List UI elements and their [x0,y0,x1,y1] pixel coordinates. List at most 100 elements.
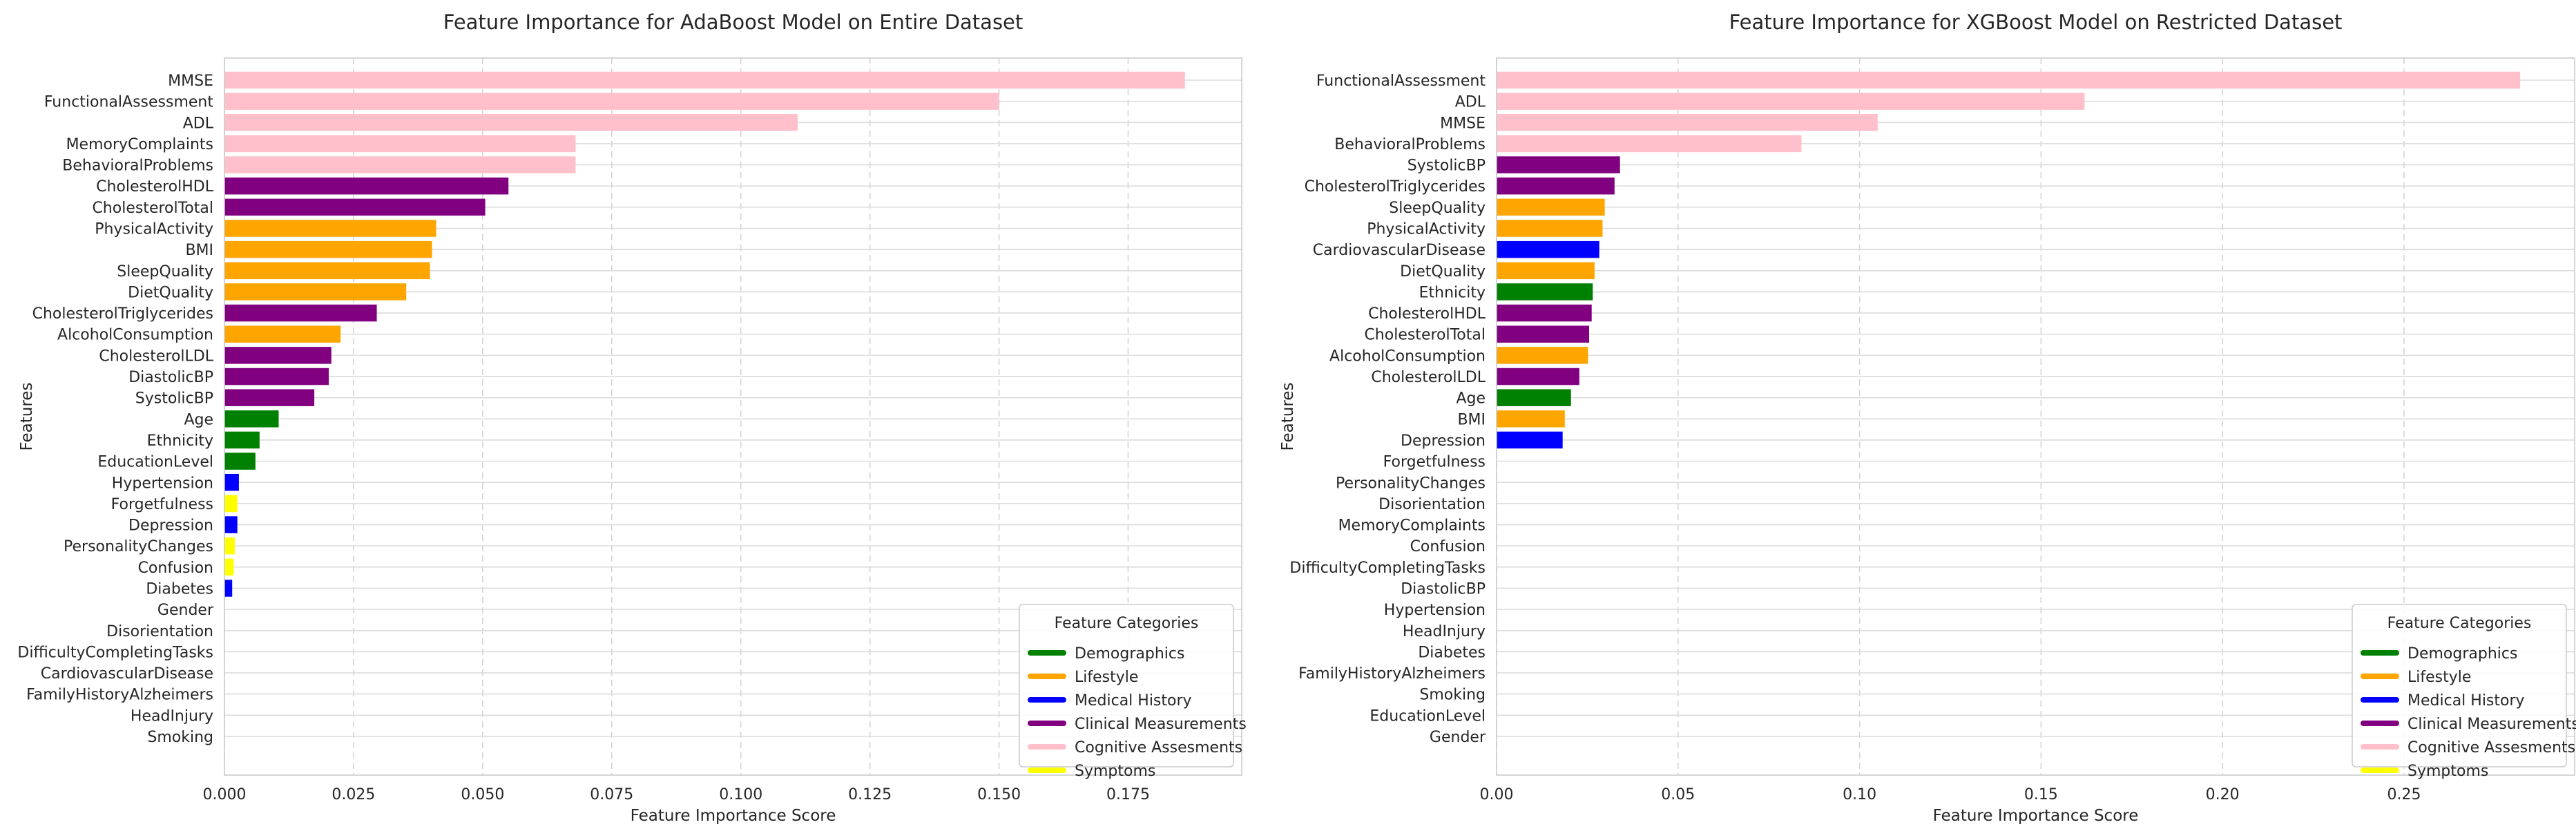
legend-title: Feature Categories [1055,615,1199,632]
bar-Forgetfulness [224,495,238,513]
bar-Age [1497,389,1571,406]
y-tick-label: BMI [1457,411,1486,428]
bar-MMSE [1497,114,1878,131]
plot-frame [1496,57,2575,776]
chart-panel-1: MMSE FunctionalAssessment ADL MemoryComplai… [17,10,1246,825]
bar-BehavioralProblems [1497,135,1802,153]
bar-DietQuality [1497,262,1595,280]
y-tick-label: Confusion [138,560,213,577]
y-tick-label: BehavioralProblems [62,158,213,175]
legend-label: Medical History [1075,692,1192,709]
y-tick-label: Hypertension [1384,602,1486,619]
bar-CholesterolHDL [224,177,509,195]
bar-BehavioralProblems [224,156,576,173]
y-tick-label: Gender [157,602,214,619]
bar-PhysicalActivity [224,220,436,237]
bar-MemoryComplaints [224,135,576,153]
y-tick-label: CholesterolTotal [1364,327,1486,344]
bar-CholesterolTotal [1497,325,1590,343]
bar-FunctionalAssessment [1497,71,2521,89]
bar-CholesterolLDL [1497,368,1579,385]
bar-Ethnicity [1497,283,1593,301]
bar-Depression [1497,431,1563,449]
bar-AlcoholConsumption [1497,347,1588,364]
y-tick-label: Disorientation [106,623,213,640]
bar-SleepQuality [1497,198,1605,216]
bar-ADL [1497,93,2085,110]
x-tick-label: 0.075 [590,786,633,803]
y-tick-label: AlcoholConsumption [57,327,213,344]
bar-Depression [224,516,238,533]
y-tick-label: Smoking [147,729,213,746]
x-tick-label: 0.050 [461,786,504,803]
chart-title: Feature Importance for AdaBoost Model on… [443,10,1023,34]
y-tick-label: CholesterolTotal [92,200,213,217]
y-tick-label: FunctionalAssessment [44,94,214,111]
y-tick-label: CholesterolHDL [1368,305,1486,323]
bar-Confusion [224,558,234,576]
y-tick-label: Diabetes [1418,644,1486,661]
y-tick-label: BehavioralProblems [1334,136,1486,153]
y-axis-label: Features [18,383,36,451]
bar-SleepQuality [224,262,430,280]
y-tick-label: CholesterolLDL [99,347,213,365]
y-tick-label: CholesterolTriglycerides [1305,178,1486,196]
x-axis-label: Feature Importance Score [631,807,836,825]
bar-CholesterolTotal [224,198,486,216]
y-tick-label: Age [184,411,213,428]
legend-label: Symptoms [2407,763,2488,780]
y-tick-label: Ethnicity [147,432,213,450]
y-tick-label: CardiovascularDisease [1313,242,1486,259]
bar-MMSE [224,71,1185,89]
bar-AlcoholConsumption [224,325,341,343]
y-tick-label: CholesterolHDL [96,178,214,196]
bar-PersonalityChanges [224,537,235,555]
y-tick-label: DiastolicBP [128,369,213,386]
y-tick-label: Forgetfulness [111,496,213,513]
legend-label: Clinical Measurements [2407,716,2576,733]
legend-box [1019,604,1234,768]
bar-DietQuality [224,283,407,301]
bar-CholesterolHDL [1497,304,1592,322]
x-tick-label: 0.05 [1661,786,1695,803]
y-tick-label: FunctionalAssessment [1316,73,1486,90]
bar-CholesterolTriglycerides [224,304,377,322]
y-tick-label: Ethnicity [1419,284,1486,301]
y-tick-label: MemoryComplaints [1338,517,1486,535]
y-tick-label: PersonalityChanges [64,538,213,555]
y-tick-label: ADL [183,115,214,132]
y-tick-label: PersonalityChanges [1336,475,1486,492]
y-tick-label: FamilyHistoryAlzheimers [1298,665,1486,683]
bar-Ethnicity [224,431,260,449]
bar-ADL [224,114,798,131]
x-tick-label: 0.175 [1106,786,1150,803]
legend: Feature Categories Demographics Lifestyle M… [2352,604,2576,780]
y-tick-label: MMSE [1440,115,1486,132]
y-tick-label: Depression [128,517,213,535]
y-tick-label: AlcoholConsumption [1329,347,1486,365]
y-tick-label: ADL [1455,94,1486,111]
y-tick-label: BMI [185,242,213,259]
y-tick-label: FamilyHistoryAlzheimers [26,687,213,704]
y-tick-label: SystolicBP [135,390,213,408]
legend-label: Demographics [2407,645,2517,663]
legend-label: Clinical Measurements [1075,716,1247,733]
bar-BMI [1497,410,1565,428]
y-tick-label: SystolicBP [1407,158,1486,175]
legend-label: Demographics [1075,645,1184,663]
y-tick-label: CholesterolTriglycerides [32,305,213,323]
bar-CholesterolTriglycerides [1497,177,1615,195]
y-tick-label: Age [1456,390,1486,408]
y-tick-label: EducationLevel [97,454,213,471]
legend-label: Symptoms [1075,763,1155,780]
x-tick-label: 0.10 [1843,786,1876,803]
legend-title: Feature Categories [2387,615,2532,632]
legend-label: Lifestyle [1075,669,1138,686]
y-tick-label: MemoryComplaints [66,136,213,153]
bar-Hypertension [224,474,239,491]
legend-label: Lifestyle [2407,669,2471,686]
y-tick-label: Forgetfulness [1383,454,1486,471]
legend: Feature Categories Demographics Lifestyle M… [1019,604,1247,780]
bar-FunctionalAssessment [224,93,999,110]
